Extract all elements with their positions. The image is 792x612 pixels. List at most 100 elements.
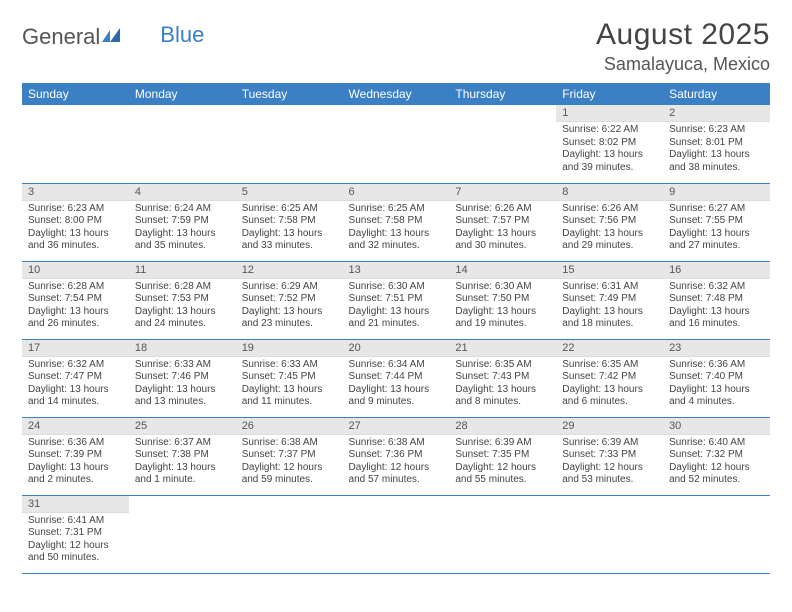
calendar-cell: 10Sunrise: 6:28 AMSunset: 7:54 PMDayligh…: [22, 261, 129, 339]
daylight-text: Daylight: 13 hours and 32 minutes.: [349, 228, 444, 253]
sunrise-text: Sunrise: 6:40 AM: [669, 437, 764, 450]
title-block: August 2025 Samalayuca, Mexico: [596, 18, 770, 75]
month-title: August 2025: [596, 18, 770, 52]
day-number: 30: [663, 418, 770, 435]
day-details: Sunrise: 6:38 AMSunset: 7:36 PMDaylight:…: [343, 435, 450, 491]
sunrise-text: Sunrise: 6:37 AM: [135, 437, 230, 450]
day-number: 25: [129, 418, 236, 435]
sunrise-text: Sunrise: 6:30 AM: [455, 281, 550, 294]
day-details: Sunrise: 6:25 AMSunset: 7:58 PMDaylight:…: [236, 201, 343, 257]
calendar-cell: 31Sunrise: 6:41 AMSunset: 7:31 PMDayligh…: [22, 495, 129, 573]
day-number: 13: [343, 262, 450, 279]
calendar-cell-empty: [129, 105, 236, 183]
day-number: 22: [556, 340, 663, 357]
daylight-text: Daylight: 13 hours and 18 minutes.: [562, 306, 657, 331]
sunset-text: Sunset: 7:56 PM: [562, 215, 657, 228]
logo: General Blue: [22, 18, 204, 50]
weekday-header-row: SundayMondayTuesdayWednesdayThursdayFrid…: [22, 83, 770, 105]
sunrise-text: Sunrise: 6:35 AM: [455, 359, 550, 372]
calendar-cell: 28Sunrise: 6:39 AMSunset: 7:35 PMDayligh…: [449, 417, 556, 495]
day-number: 18: [129, 340, 236, 357]
sunrise-text: Sunrise: 6:30 AM: [349, 281, 444, 294]
sunset-text: Sunset: 7:39 PM: [28, 449, 123, 462]
calendar-cell-empty: [343, 105, 450, 183]
sunrise-text: Sunrise: 6:32 AM: [28, 359, 123, 372]
sunrise-text: Sunrise: 6:27 AM: [669, 203, 764, 216]
calendar-cell-empty: [663, 495, 770, 573]
sunset-text: Sunset: 7:52 PM: [242, 293, 337, 306]
day-details: Sunrise: 6:23 AMSunset: 8:01 PMDaylight:…: [663, 122, 770, 178]
sunset-text: Sunset: 7:36 PM: [349, 449, 444, 462]
calendar-cell: 17Sunrise: 6:32 AMSunset: 7:47 PMDayligh…: [22, 339, 129, 417]
day-number: 12: [236, 262, 343, 279]
day-number: 15: [556, 262, 663, 279]
sunrise-text: Sunrise: 6:34 AM: [349, 359, 444, 372]
day-details: Sunrise: 6:30 AMSunset: 7:51 PMDaylight:…: [343, 279, 450, 335]
daylight-text: Daylight: 13 hours and 19 minutes.: [455, 306, 550, 331]
day-details: Sunrise: 6:35 AMSunset: 7:43 PMDaylight:…: [449, 357, 556, 413]
sunrise-text: Sunrise: 6:23 AM: [669, 124, 764, 137]
daylight-text: Daylight: 13 hours and 14 minutes.: [28, 384, 123, 409]
sunrise-text: Sunrise: 6:22 AM: [562, 124, 657, 137]
calendar-cell-empty: [129, 495, 236, 573]
sunset-text: Sunset: 7:49 PM: [562, 293, 657, 306]
day-details: Sunrise: 6:31 AMSunset: 7:49 PMDaylight:…: [556, 279, 663, 335]
daylight-text: Daylight: 13 hours and 30 minutes.: [455, 228, 550, 253]
sunrise-text: Sunrise: 6:28 AM: [28, 281, 123, 294]
calendar-cell-empty: [449, 495, 556, 573]
daylight-text: Daylight: 13 hours and 6 minutes.: [562, 384, 657, 409]
day-number: 28: [449, 418, 556, 435]
weekday-header: Monday: [129, 83, 236, 105]
sunrise-text: Sunrise: 6:36 AM: [669, 359, 764, 372]
calendar-row: 31Sunrise: 6:41 AMSunset: 7:31 PMDayligh…: [22, 495, 770, 573]
calendar-cell: 2Sunrise: 6:23 AMSunset: 8:01 PMDaylight…: [663, 105, 770, 183]
day-number: 27: [343, 418, 450, 435]
day-details: Sunrise: 6:22 AMSunset: 8:02 PMDaylight:…: [556, 122, 663, 178]
calendar-cell: 26Sunrise: 6:38 AMSunset: 7:37 PMDayligh…: [236, 417, 343, 495]
daylight-text: Daylight: 13 hours and 11 minutes.: [242, 384, 337, 409]
calendar-cell: 11Sunrise: 6:28 AMSunset: 7:53 PMDayligh…: [129, 261, 236, 339]
sunset-text: Sunset: 7:33 PM: [562, 449, 657, 462]
sunset-text: Sunset: 7:42 PM: [562, 371, 657, 384]
page-header: General Blue August 2025 Samalayuca, Mex…: [22, 18, 770, 75]
sunrise-text: Sunrise: 6:36 AM: [28, 437, 123, 450]
sunrise-text: Sunrise: 6:24 AM: [135, 203, 230, 216]
sunset-text: Sunset: 7:32 PM: [669, 449, 764, 462]
calendar-cell: 20 Sunrise: 6:34 AMSunset: 7:44 PMDayligh…: [343, 339, 450, 417]
day-details: Sunrise: 6:28 AMSunset: 7:54 PMDaylight:…: [22, 279, 129, 335]
sunset-text: Sunset: 7:48 PM: [669, 293, 764, 306]
sunrise-text: Sunrise: 6:32 AM: [669, 281, 764, 294]
day-number: 4: [129, 184, 236, 201]
logo-text-blue: Blue: [160, 22, 204, 48]
day-details: Sunrise: 6:33 AMSunset: 7:45 PMDaylight:…: [236, 357, 343, 413]
sunrise-text: Sunrise: 6:35 AM: [562, 359, 657, 372]
daylight-text: Daylight: 13 hours and 4 minutes.: [669, 384, 764, 409]
calendar-body: 1Sunrise: 6:22 AMSunset: 8:02 PMDaylight…: [22, 105, 770, 573]
daylight-text: Daylight: 12 hours and 53 minutes.: [562, 462, 657, 487]
weekday-header: Saturday: [663, 83, 770, 105]
sunset-text: Sunset: 7:45 PM: [242, 371, 337, 384]
sunrise-text: Sunrise: 6:25 AM: [242, 203, 337, 216]
calendar-cell: 13Sunrise: 6:30 AMSunset: 7:51 PMDayligh…: [343, 261, 450, 339]
daylight-text: Daylight: 13 hours and 21 minutes.: [349, 306, 444, 331]
day-number: 20: [343, 340, 450, 357]
day-details: Sunrise: 6:27 AMSunset: 7:55 PMDaylight:…: [663, 201, 770, 257]
calendar-cell: 22 Sunrise: 6:35 AMSunset: 7:42 PMDayligh…: [556, 339, 663, 417]
daylight-text: Daylight: 12 hours and 57 minutes.: [349, 462, 444, 487]
day-number: 10: [22, 262, 129, 279]
sunset-text: Sunset: 7:44 PM: [349, 371, 444, 384]
day-details: Sunrise: 6:39 AMSunset: 7:33 PMDaylight:…: [556, 435, 663, 491]
sunset-text: Sunset: 7:50 PM: [455, 293, 550, 306]
sunrise-text: Sunrise: 6:29 AM: [242, 281, 337, 294]
daylight-text: Daylight: 13 hours and 27 minutes.: [669, 228, 764, 253]
day-number: 23: [663, 340, 770, 357]
day-number: 16: [663, 262, 770, 279]
calendar-cell: 24Sunrise: 6:36 AMSunset: 7:39 PMDayligh…: [22, 417, 129, 495]
calendar-cell: 30Sunrise: 6:40 AMSunset: 7:32 PMDayligh…: [663, 417, 770, 495]
day-number: 17: [22, 340, 129, 357]
daylight-text: Daylight: 13 hours and 29 minutes.: [562, 228, 657, 253]
daylight-text: Daylight: 13 hours and 9 minutes.: [349, 384, 444, 409]
calendar-cell: 27Sunrise: 6:38 AMSunset: 7:36 PMDayligh…: [343, 417, 450, 495]
day-number: 9: [663, 184, 770, 201]
sunset-text: Sunset: 7:58 PM: [242, 215, 337, 228]
